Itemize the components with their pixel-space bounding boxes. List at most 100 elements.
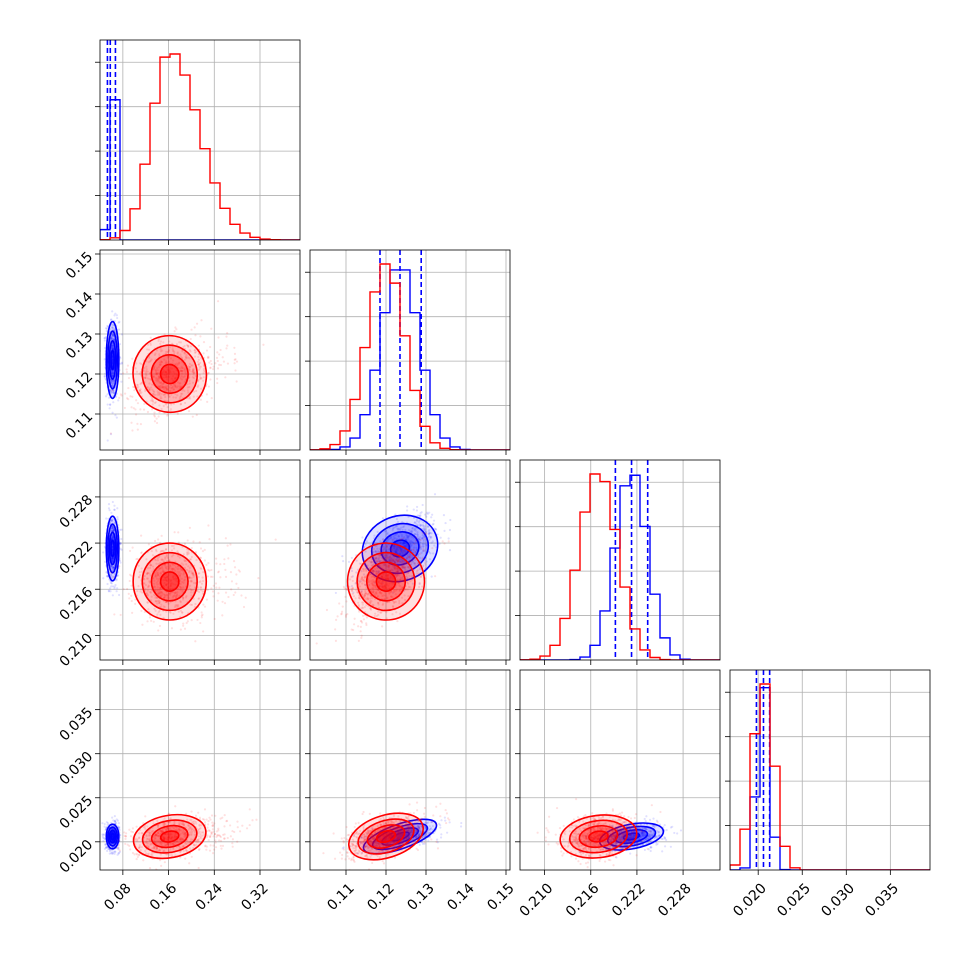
scatter-point — [112, 334, 115, 337]
scatter-point — [151, 398, 154, 401]
scatter-point — [146, 572, 149, 575]
scatter-point — [439, 536, 442, 539]
scatter-point — [178, 385, 182, 388]
scatter-point — [192, 376, 195, 380]
scatter-point — [159, 350, 163, 353]
scatter-point — [157, 391, 160, 395]
scatter-point — [179, 353, 182, 356]
scatter-point — [110, 519, 113, 522]
scatter-point — [191, 571, 194, 575]
scatter-point — [227, 595, 230, 599]
scatter-point — [175, 373, 178, 376]
scatter-point — [230, 580, 234, 583]
scatter-point — [154, 368, 157, 372]
scatter-point — [226, 344, 229, 347]
scatter-point — [192, 597, 195, 600]
scatter-point — [334, 628, 337, 631]
scatter-point — [179, 600, 182, 603]
scatter-point — [112, 529, 115, 532]
scatter-point — [172, 349, 175, 353]
scatter-point — [113, 327, 116, 330]
scatter-point — [197, 363, 200, 366]
scatter-point — [112, 535, 115, 539]
scatter-point — [106, 403, 109, 406]
scatter-point — [168, 559, 171, 562]
scatter-point — [106, 393, 109, 396]
scatter-point — [176, 363, 180, 366]
scatter-point — [449, 518, 452, 522]
scatter-point — [111, 535, 115, 538]
scatter-point — [166, 593, 169, 597]
scatter-point — [188, 368, 191, 371]
scatter-point — [174, 363, 177, 366]
scatter-point — [155, 569, 158, 573]
scatter-point — [381, 625, 384, 628]
scatter-point — [149, 336, 152, 339]
scatter-point — [181, 598, 185, 601]
scatter-point — [180, 562, 183, 565]
scatter-point — [120, 362, 123, 365]
scatter-point — [158, 586, 162, 590]
scatter-point — [117, 399, 120, 402]
scatter-point — [181, 366, 184, 370]
scatter-point — [187, 552, 190, 555]
scatter-point — [108, 403, 112, 406]
scatter-point — [165, 553, 168, 557]
scatter-point — [441, 540, 444, 543]
scatter-point — [149, 564, 152, 567]
scatter-point — [166, 582, 169, 586]
scatter-point — [152, 620, 155, 623]
scatter-point — [167, 376, 170, 379]
scatter-point — [170, 567, 173, 570]
scatter-point — [188, 569, 191, 572]
scatter-point — [160, 591, 164, 594]
scatter-point — [421, 503, 424, 507]
scatter-point — [176, 567, 179, 570]
scatter-point — [415, 505, 419, 509]
scatter-point — [112, 379, 115, 382]
scatter-point — [173, 563, 176, 567]
scatter-point — [112, 346, 115, 349]
scatter-point — [177, 604, 180, 607]
scatter-point — [172, 544, 175, 548]
scatter-point — [110, 558, 113, 561]
scatter-point — [189, 345, 193, 348]
scatter-point — [164, 600, 167, 604]
scatter-point — [112, 528, 115, 531]
scatter-point — [128, 579, 131, 583]
scatter-point — [111, 333, 114, 336]
scatter-point — [182, 553, 185, 556]
scatter-point — [103, 825, 106, 828]
scatter-point — [183, 566, 186, 569]
scatter-point — [161, 372, 164, 375]
scatter-point — [139, 408, 142, 411]
scatter-point — [169, 582, 172, 585]
scatter-point — [169, 408, 173, 411]
scatter-point — [158, 588, 162, 591]
scatter-point — [206, 371, 210, 375]
scatter-point — [148, 387, 151, 390]
scatter-point — [198, 377, 202, 381]
scatter-point — [167, 372, 171, 376]
scatter-point — [153, 579, 156, 582]
scatter-point — [448, 528, 452, 532]
scatter-point — [150, 399, 153, 402]
scatter-point — [160, 591, 163, 594]
scatter-point — [164, 371, 167, 374]
scatter-point — [156, 372, 159, 375]
scatter-point — [143, 578, 146, 581]
scatter-point — [168, 580, 171, 583]
scatter-point — [165, 361, 168, 365]
scatter-point — [232, 593, 235, 597]
scatter-point — [111, 326, 114, 329]
scatter-point — [153, 420, 157, 423]
scatter-point — [146, 601, 149, 604]
scatter-point — [111, 852, 114, 855]
scatter-point — [152, 366, 156, 370]
scatter-point — [156, 583, 159, 586]
scatter-point — [154, 370, 158, 374]
scatter-point — [118, 320, 121, 323]
scatter-point — [126, 397, 129, 400]
scatter-point — [168, 369, 172, 372]
scatter-point — [199, 586, 203, 589]
